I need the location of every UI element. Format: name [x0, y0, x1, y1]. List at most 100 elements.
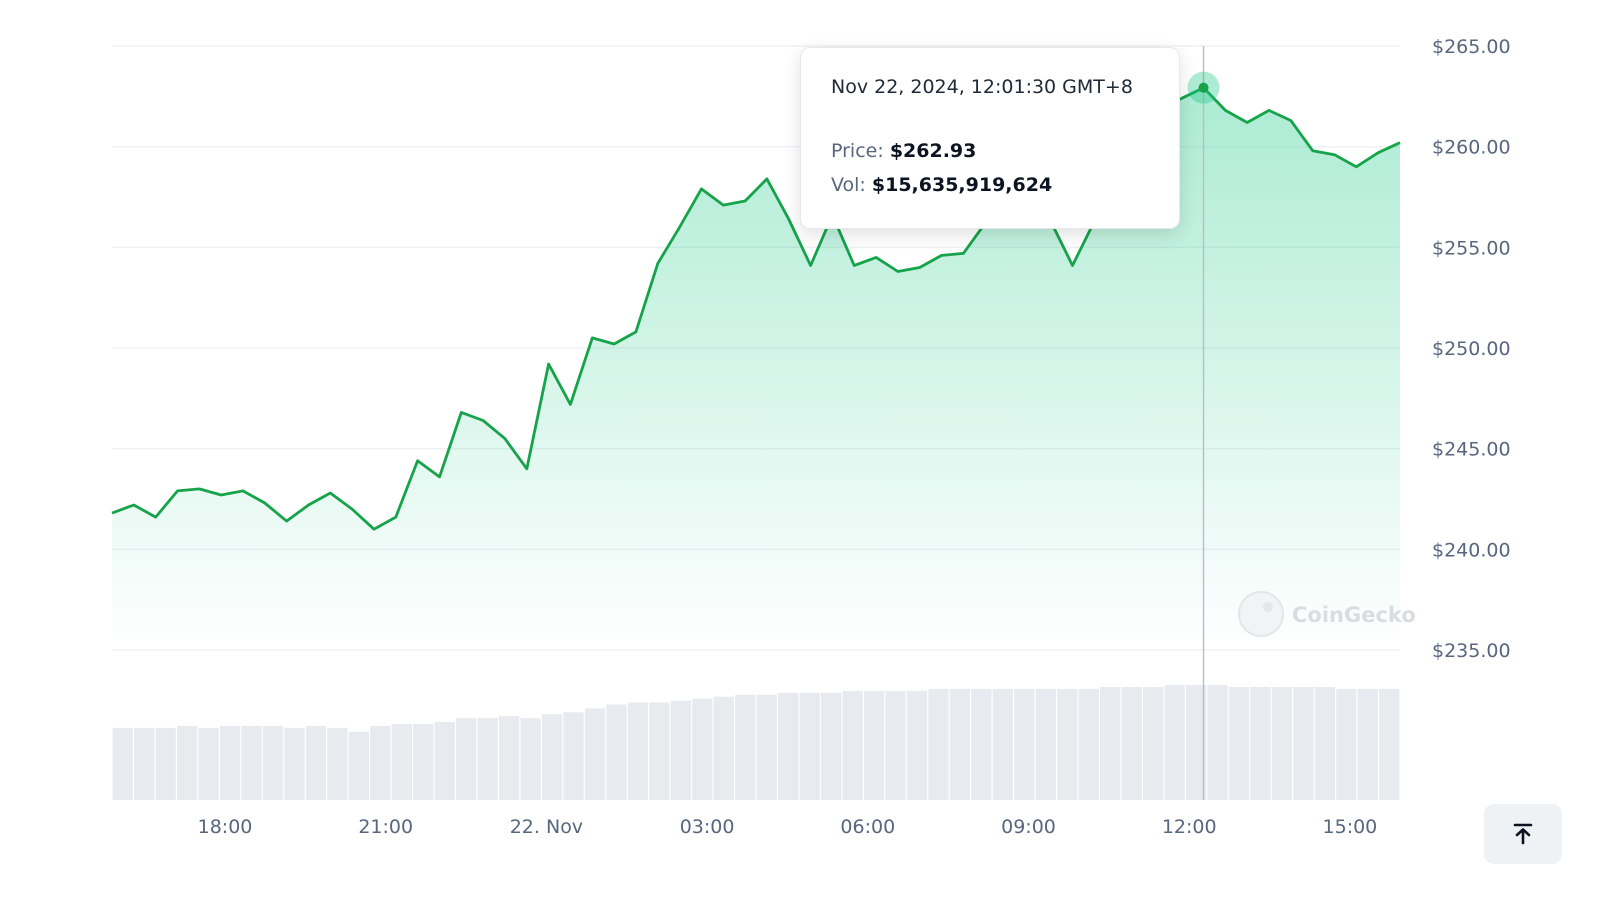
- volume-bar: [1314, 686, 1335, 800]
- volume-bar: [906, 690, 928, 800]
- x-tick-label: 03:00: [680, 816, 735, 838]
- volume-bar: [541, 714, 563, 800]
- volume-bar: [1207, 685, 1228, 800]
- price-line: [111, 86, 1401, 531]
- volume-bar: [670, 700, 691, 800]
- volume-bar: [992, 688, 1013, 800]
- volume-bar: [177, 725, 198, 800]
- volume-bar: [1057, 688, 1078, 800]
- volume-bar: [1228, 686, 1250, 800]
- volume-bar: [219, 725, 241, 800]
- volume-bar: [520, 718, 541, 800]
- y-tick-label: $250.00: [1432, 338, 1511, 360]
- tooltip-price-label: Price:: [831, 140, 884, 162]
- x-tick-label: 21:00: [358, 816, 413, 838]
- volume-bar: [713, 696, 734, 800]
- x-tick-label: 18:00: [198, 816, 253, 838]
- volume-bar: [799, 692, 820, 800]
- x-axis: 18:00 21:00 22. Nov 03:00 06:00 09:00 12:00 15:…: [198, 816, 1378, 838]
- volume-bar: [606, 704, 627, 800]
- volume-bar: [649, 702, 670, 800]
- y-tick-label: $240.00: [1432, 539, 1511, 561]
- volume-bar: [284, 727, 305, 800]
- y-tick-label: $265.00: [1432, 36, 1511, 58]
- x-tick-label: 09:00: [1001, 816, 1056, 838]
- volume-bar: [1250, 686, 1271, 800]
- volume-bar: [305, 725, 327, 800]
- volume-bar: [434, 722, 455, 800]
- volume-bar: [241, 725, 262, 800]
- y-tick-label: $255.00: [1432, 237, 1511, 259]
- volume-bar: [842, 690, 863, 800]
- price-line-path: [111, 86, 1401, 531]
- volume-bar: [1379, 688, 1400, 800]
- watermark-text: CoinGecko: [1292, 603, 1416, 627]
- volume-bar: [1271, 686, 1293, 800]
- y-tick-label: $260.00: [1432, 137, 1511, 159]
- tooltip-price-row: Price: $262.93: [831, 134, 1149, 168]
- volume-bars: [112, 685, 1400, 800]
- volume-bar: [735, 694, 756, 800]
- chart-tooltip: Nov 22, 2024, 12:01:30 GMT+8 Price: $262…: [800, 47, 1180, 229]
- x-tick-label: 22. Nov: [510, 816, 583, 838]
- y-tick-label: $235.00: [1432, 640, 1511, 662]
- volume-bar: [413, 723, 434, 800]
- hover-point: [1198, 82, 1209, 93]
- volume-bar: [563, 712, 584, 800]
- gecko-eye-icon: [1263, 602, 1273, 612]
- tooltip-price-value: $262.93: [889, 140, 977, 162]
- y-tick-label: $245.00: [1432, 439, 1511, 461]
- arrow-up-to-line-icon: [1513, 823, 1533, 845]
- gecko-logo-icon: [1238, 591, 1284, 637]
- volume-bar: [1357, 688, 1378, 800]
- tooltip-date: Nov 22, 2024, 12:01:30 GMT+8: [831, 76, 1133, 98]
- volume-bar: [863, 690, 885, 800]
- crosshair: [1187, 46, 1220, 800]
- volume-bar: [327, 727, 348, 800]
- volume-bar: [477, 718, 498, 800]
- volume-bar: [627, 702, 649, 800]
- volume-bar: [499, 716, 520, 800]
- volume-bar: [1185, 685, 1207, 800]
- y-axis: $265.00 $260.00 $255.00 $250.00 $245.00 $240.…: [1432, 36, 1511, 662]
- volume-bar: [928, 688, 949, 800]
- volume-bar: [262, 725, 284, 800]
- volume-bar: [1121, 686, 1142, 800]
- volume-bar: [370, 725, 391, 800]
- price-area: [112, 87, 1400, 650]
- volume-bar: [348, 731, 369, 800]
- coingecko-watermark: CoinGecko: [1238, 591, 1416, 637]
- volume-bar: [971, 688, 992, 800]
- volume-bar: [112, 727, 133, 800]
- volume-bar: [391, 723, 412, 800]
- volume-bar: [885, 690, 906, 800]
- tooltip-vol-row: Vol: $15,635,919,624: [831, 168, 1149, 202]
- scroll-to-top-button[interactable]: [1484, 804, 1562, 864]
- volume-bar: [821, 692, 842, 800]
- volume-bar: [155, 727, 176, 800]
- volume-bar: [1164, 685, 1185, 800]
- volume-bar: [1014, 688, 1035, 800]
- tooltip-vol-value: $15,635,919,624: [871, 174, 1053, 196]
- x-tick-label: 15:00: [1323, 816, 1378, 838]
- volume-bar: [1293, 686, 1314, 800]
- tooltip-vol-label: Vol:: [831, 174, 866, 196]
- volume-bar: [692, 698, 713, 800]
- volume-bar: [778, 692, 799, 800]
- volume-bar: [1143, 686, 1164, 800]
- volume-bar: [756, 694, 777, 800]
- volume-bar: [134, 727, 155, 800]
- volume-bar: [584, 708, 606, 800]
- volume-bar: [198, 727, 219, 800]
- x-tick-label: 12:00: [1162, 816, 1217, 838]
- x-tick-label: 06:00: [840, 816, 895, 838]
- volume-bar: [1035, 688, 1056, 800]
- volume-bar: [456, 718, 477, 800]
- price-area-fill: [112, 87, 1400, 650]
- volume-bar: [1078, 688, 1099, 800]
- volume-bar: [949, 688, 971, 800]
- volume-bar: [1336, 688, 1357, 800]
- volume-bar: [1100, 686, 1121, 800]
